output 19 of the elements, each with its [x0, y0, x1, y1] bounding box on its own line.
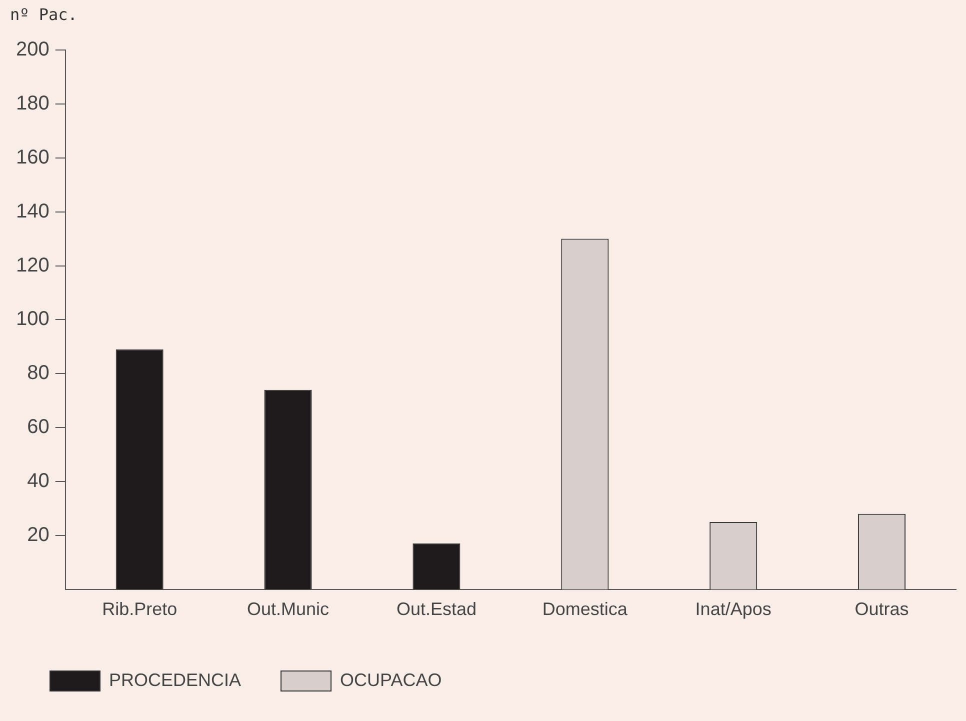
x-tick-label: Outras: [854, 599, 909, 620]
x-tick-label: Out.Estad: [396, 599, 476, 620]
x-tick-label: Inat/Apos: [695, 599, 772, 620]
x-tick-label: Rib.Preto: [102, 599, 178, 620]
y-axis-title: nº Pac.: [10, 5, 78, 24]
y-tick-label: 200: [16, 38, 50, 61]
y-tick-label: 60: [27, 416, 50, 438]
x-tick-label: Domestica: [542, 599, 628, 620]
y-tick-label: 120: [16, 254, 50, 276]
y-tick-label: 160: [16, 146, 50, 168]
y-tick-label: 140: [16, 200, 50, 222]
legend-label: OCUPACAO: [340, 670, 442, 690]
y-tick-label: 20: [27, 524, 50, 546]
legend-label: PROCEDENCIA: [109, 670, 242, 690]
y-tick-label: 80: [27, 362, 50, 384]
y-tick-label: 100: [16, 308, 50, 330]
y-tick-label: 180: [16, 92, 50, 114]
y-tick-label: 40: [27, 470, 50, 492]
x-tick-label: Out.Munic: [247, 599, 330, 620]
